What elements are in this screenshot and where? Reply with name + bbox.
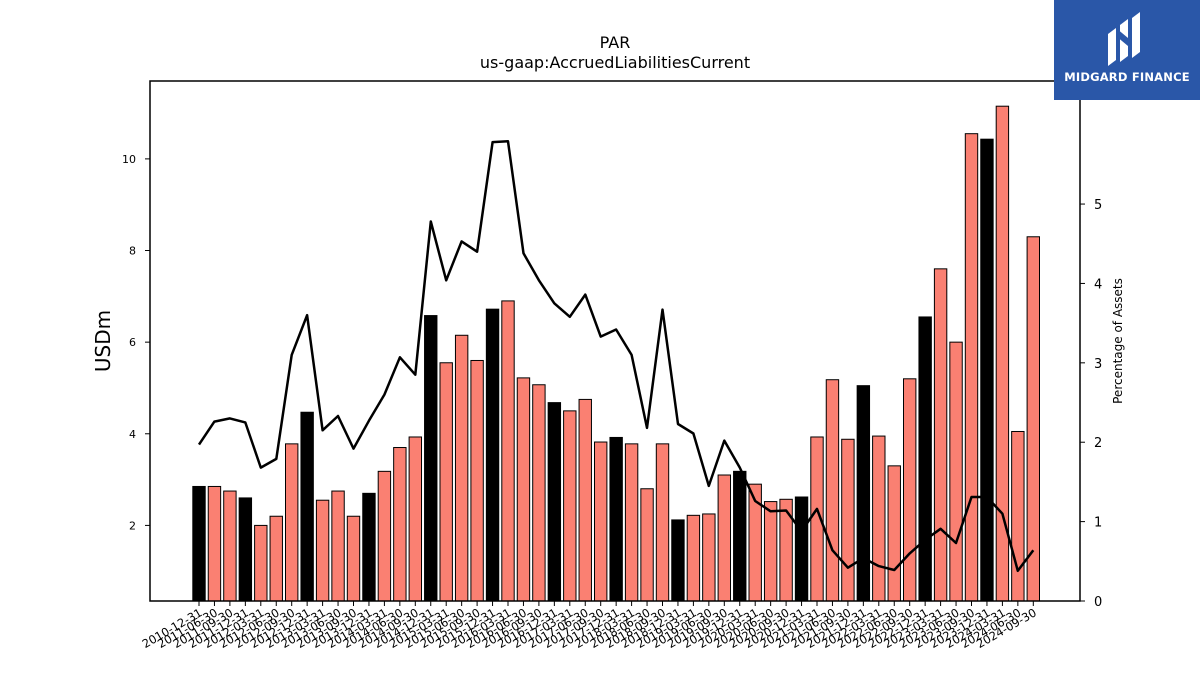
bar [238,497,253,602]
bar [856,385,871,602]
y-axis-label: USDm [91,310,115,372]
bar [254,524,268,602]
bar [671,519,685,602]
bar [717,474,731,602]
y2-tick-label: 3 [1094,357,1102,372]
bar [547,402,562,602]
bar [516,377,531,602]
chart-title: PAR [600,33,631,52]
logo-text: MIDGARD FINANCE [1064,70,1190,84]
bar [903,378,917,602]
bar [485,308,500,602]
bar [192,485,206,602]
bar [207,485,222,602]
line-series [197,140,1035,573]
bar [624,443,639,602]
bar [609,436,623,602]
y-tick-label: 10 [122,153,136,166]
x-axis: 2010-12-312011-06-302011-09-302011-12-31… [140,601,1039,651]
plot-frame [149,80,1081,602]
y2-tick-label: 4 [1094,277,1102,292]
y2-tick-label: 1 [1094,516,1102,531]
bar [501,300,515,602]
bar [594,441,608,602]
bar [887,465,901,602]
y2-axis: 0 1 2 3 4 5 [1080,198,1102,610]
bar [933,268,948,602]
bar [393,447,407,602]
bar [655,443,670,602]
bar [315,499,330,602]
bar [872,435,886,602]
bar [794,496,809,602]
bar [408,436,423,602]
y-tick-label: 2 [129,519,136,532]
bar [269,515,283,602]
bar [578,398,592,602]
y-axis: 2 4 6 8 10 [122,153,150,532]
bar [949,341,963,602]
bar [918,316,932,602]
y2-axis-label: Percentage of Assets [1111,278,1125,404]
bar [980,138,994,602]
bar [1026,236,1040,602]
bar [362,492,376,602]
bar [331,490,345,602]
bars-layer [192,105,1040,602]
bar [424,315,438,602]
bar [733,470,747,602]
bar [964,133,979,602]
y-tick-label: 8 [129,245,136,258]
bar [346,515,361,602]
line-layer [197,140,1035,573]
bar [563,410,577,602]
brand-logo: MIDGARD FINANCE [1054,0,1200,100]
bar [640,488,654,602]
bar [377,470,392,602]
logo-mark-icon [1108,12,1140,66]
bar [454,334,469,602]
bar [300,411,314,602]
bar [1011,430,1025,602]
y2-tick-label: 5 [1094,198,1102,213]
y-tick-label: 4 [129,428,136,441]
y2-tick-label: 0 [1094,595,1102,610]
chart-subtitle: us-gaap:AccruedLiabilitiesCurrent [480,53,750,72]
bar [763,501,778,602]
bar [439,362,453,602]
bar [470,359,484,602]
bar [532,384,546,602]
y2-tick-label: 2 [1094,436,1102,451]
y-tick-label: 6 [129,336,136,349]
bar [825,379,840,602]
bar [223,490,237,602]
bar [686,514,701,602]
bar [841,438,855,602]
bar [285,443,299,602]
bar [702,513,716,602]
